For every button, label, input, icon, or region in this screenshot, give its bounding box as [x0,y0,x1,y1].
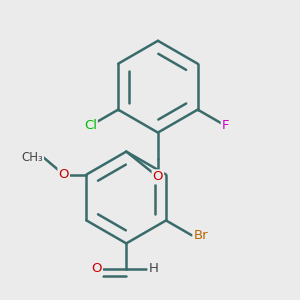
Text: CH₃: CH₃ [21,151,43,164]
Text: O: O [153,170,163,183]
Text: Cl: Cl [84,119,97,132]
Text: O: O [92,262,102,275]
Text: H: H [148,262,158,275]
Text: Br: Br [194,229,208,242]
Text: O: O [58,168,69,181]
Text: F: F [222,119,229,132]
